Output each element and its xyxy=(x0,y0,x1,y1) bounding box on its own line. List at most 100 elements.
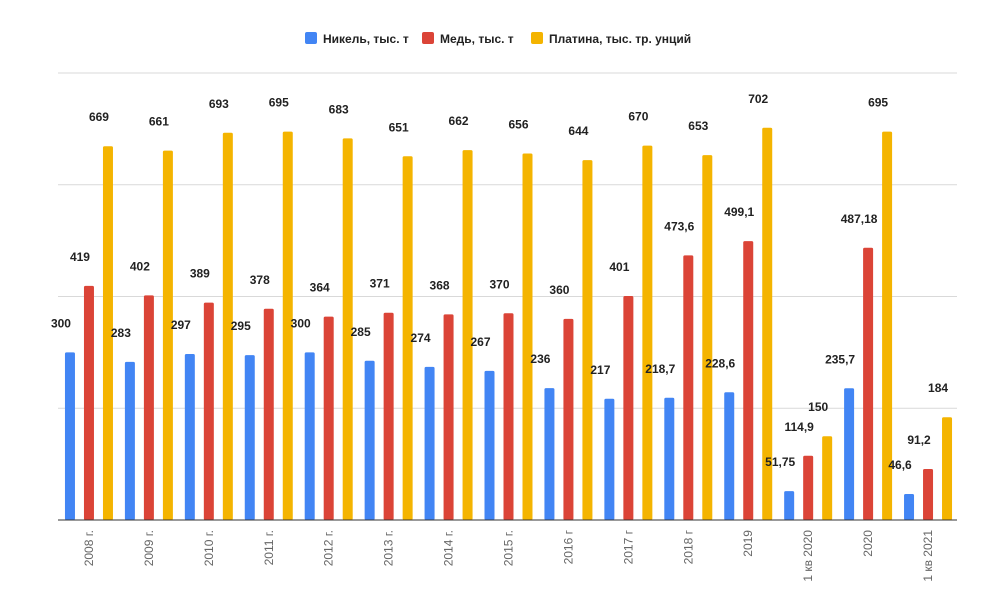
bar-nickel xyxy=(364,360,375,520)
x-tick-label: 2011 г. xyxy=(262,530,276,565)
x-tick-label: 2016 г xyxy=(561,529,575,564)
bar-nickel xyxy=(844,388,855,520)
bar-platinum xyxy=(882,131,893,520)
data-label-platinum: 644 xyxy=(568,124,588,138)
bar-nickel xyxy=(484,370,495,520)
data-label-copper: 360 xyxy=(549,283,569,297)
bar-nickel xyxy=(244,355,255,520)
x-tick-labels: 2008 г. 2009 г. 2010 г. 2011 г. 2012 г. 2013 … xyxy=(82,529,935,581)
data-label-nickel: 297 xyxy=(171,318,191,332)
bar-copper xyxy=(503,313,514,520)
data-label-copper: 91,2 xyxy=(907,433,931,447)
data-label-platinum: 702 xyxy=(748,92,768,106)
data-label-copper: 499,1 xyxy=(724,205,754,219)
x-tick-label: 2014 г. xyxy=(442,530,456,566)
x-tick-label: 2020 xyxy=(861,530,875,557)
data-label-platinum: 693 xyxy=(209,97,229,111)
data-label-nickel: 46,6 xyxy=(888,458,912,472)
data-label-platinum: 656 xyxy=(508,117,528,131)
data-label-nickel: 295 xyxy=(231,319,251,333)
x-tick-label: 2015 г. xyxy=(502,530,516,566)
bar-copper xyxy=(803,455,814,520)
bar-nickel xyxy=(64,352,75,520)
bar-copper xyxy=(743,241,754,520)
bar-platinum xyxy=(942,417,953,520)
bar-platinum xyxy=(402,156,413,520)
bar-nickel xyxy=(124,361,135,520)
data-label-copper: 114,9 xyxy=(784,420,814,434)
data-label-platinum: 670 xyxy=(628,110,648,124)
bar-copper xyxy=(623,295,634,520)
data-label-nickel: 228,6 xyxy=(705,356,735,370)
data-label-platinum: 661 xyxy=(149,115,169,129)
data-label-nickel: 300 xyxy=(51,316,71,330)
x-tick-label: 2009 г. xyxy=(142,530,156,566)
bar-platinum xyxy=(522,153,533,520)
legend: Никель, тыс. т Медь, тыс. т Платина, тыс… xyxy=(305,32,691,46)
data-labels: 300 419 669 283 402 661 297 389 693 295 378 695 300 3… xyxy=(51,92,948,472)
bar-copper xyxy=(263,308,274,520)
data-label-platinum: 150 xyxy=(808,400,828,414)
bar-nickel xyxy=(784,491,795,520)
bar-nickel xyxy=(544,388,555,520)
data-label-platinum: 683 xyxy=(329,102,349,116)
bar-nickel xyxy=(604,398,615,520)
x-tick-label: 1 кв 2021 xyxy=(921,530,935,582)
data-label-copper: 371 xyxy=(370,277,390,291)
data-label-platinum: 695 xyxy=(868,96,888,110)
data-label-nickel: 283 xyxy=(111,326,131,340)
data-label-platinum: 695 xyxy=(269,96,289,110)
legend-swatch-copper xyxy=(422,32,434,44)
data-label-nickel: 51,75 xyxy=(765,455,795,469)
bar-copper xyxy=(923,469,934,520)
bar-platinum xyxy=(642,145,653,520)
data-label-nickel: 267 xyxy=(470,335,490,349)
bars xyxy=(64,127,953,521)
bar-copper xyxy=(203,302,214,520)
bar-platinum xyxy=(282,131,293,520)
bar-platinum xyxy=(162,150,173,520)
bar-platinum xyxy=(822,436,833,520)
data-label-nickel: 274 xyxy=(411,331,431,345)
data-label-copper: 402 xyxy=(130,259,150,273)
legend-label-nickel: Никель, тыс. т xyxy=(323,32,409,46)
bar-copper xyxy=(383,312,394,520)
bar-platinum xyxy=(582,160,593,521)
bar-platinum xyxy=(222,132,233,520)
data-label-nickel: 236 xyxy=(530,352,550,366)
data-label-platinum: 653 xyxy=(688,119,708,133)
bar-platinum xyxy=(762,127,773,520)
bar-copper xyxy=(83,285,94,520)
bar-nickel xyxy=(304,352,315,520)
bar-nickel xyxy=(904,493,915,520)
bar-nickel xyxy=(724,392,735,520)
legend-label-platinum: Платина, тыс. тр. унций xyxy=(549,32,691,46)
x-tick-label: 2008 г. xyxy=(82,530,96,566)
data-label-nickel: 300 xyxy=(291,316,311,330)
data-label-copper: 487,18 xyxy=(841,212,878,226)
bar-platinum xyxy=(462,150,473,521)
x-tick-label: 2018 г xyxy=(681,529,695,564)
x-tick-label: 1 кв 2020 xyxy=(801,530,815,582)
data-label-copper: 473,6 xyxy=(664,219,694,233)
data-label-copper: 378 xyxy=(250,273,270,287)
data-label-nickel: 218,7 xyxy=(645,362,675,376)
legend-label-copper: Медь, тыс. т xyxy=(440,32,514,46)
x-tick-label: 2017 г xyxy=(621,529,635,564)
data-label-copper: 370 xyxy=(489,277,509,291)
data-label-platinum: 669 xyxy=(89,110,109,124)
data-label-copper: 401 xyxy=(609,260,629,274)
data-label-copper: 389 xyxy=(190,267,210,281)
x-tick-label: 2010 г. xyxy=(202,530,216,566)
data-label-copper: 419 xyxy=(70,250,90,264)
bar-copper xyxy=(443,314,454,520)
bar-nickel xyxy=(424,366,435,520)
bar-platinum xyxy=(102,146,113,521)
legend-swatch-platinum xyxy=(531,32,543,44)
bar-copper xyxy=(563,318,574,520)
bar-copper xyxy=(143,295,154,520)
x-tick-label: 2013 г. xyxy=(382,530,396,566)
bar-copper xyxy=(863,247,874,520)
legend-swatch-nickel xyxy=(305,32,317,44)
